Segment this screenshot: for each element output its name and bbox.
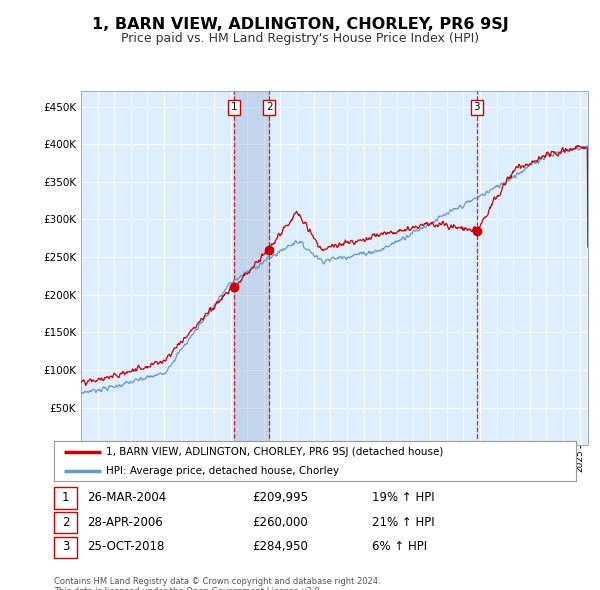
Text: 2: 2 — [266, 103, 272, 112]
Text: 1: 1 — [231, 103, 238, 112]
Text: 3: 3 — [62, 540, 69, 553]
Bar — [234, 91, 269, 445]
Text: 3: 3 — [473, 103, 480, 112]
Text: 1: 1 — [62, 491, 69, 504]
Text: £284,950: £284,950 — [252, 540, 308, 553]
Text: 21% ↑ HPI: 21% ↑ HPI — [372, 516, 434, 529]
Text: £209,995: £209,995 — [252, 491, 308, 504]
Text: 26-MAR-2004: 26-MAR-2004 — [87, 491, 166, 504]
Text: £260,000: £260,000 — [252, 516, 308, 529]
Text: Price paid vs. HM Land Registry's House Price Index (HPI): Price paid vs. HM Land Registry's House … — [121, 32, 479, 45]
Text: 1, BARN VIEW, ADLINGTON, CHORLEY, PR6 9SJ (detached house): 1, BARN VIEW, ADLINGTON, CHORLEY, PR6 9S… — [106, 447, 443, 457]
Text: 1, BARN VIEW, ADLINGTON, CHORLEY, PR6 9SJ: 1, BARN VIEW, ADLINGTON, CHORLEY, PR6 9S… — [92, 17, 508, 31]
Text: HPI: Average price, detached house, Chorley: HPI: Average price, detached house, Chor… — [106, 466, 340, 476]
Text: 28-APR-2006: 28-APR-2006 — [87, 516, 163, 529]
Text: 2: 2 — [62, 516, 69, 529]
Text: 19% ↑ HPI: 19% ↑ HPI — [372, 491, 434, 504]
Text: Contains HM Land Registry data © Crown copyright and database right 2024.
This d: Contains HM Land Registry data © Crown c… — [54, 577, 380, 590]
Text: 25-OCT-2018: 25-OCT-2018 — [87, 540, 164, 553]
Text: 6% ↑ HPI: 6% ↑ HPI — [372, 540, 427, 553]
